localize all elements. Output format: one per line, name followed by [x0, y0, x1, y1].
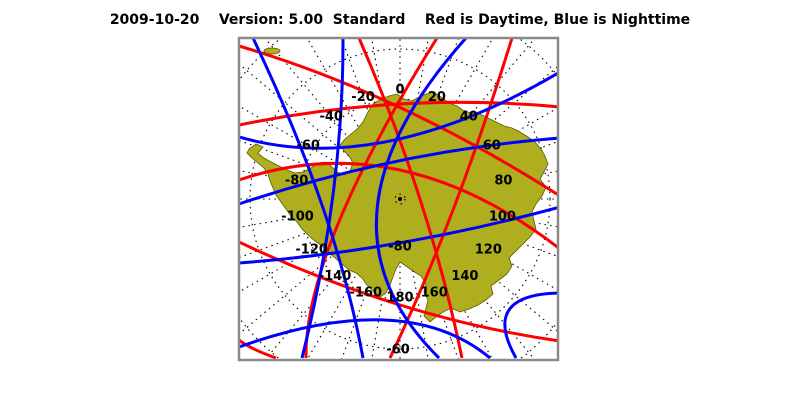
nighttime-track — [239, 205, 558, 265]
longitude-label: -140 — [319, 269, 352, 284]
longitude-label: 100 — [489, 210, 516, 225]
daytime-track — [239, 44, 558, 197]
daytime-track — [239, 100, 558, 127]
longitude-label: -120 — [295, 243, 328, 258]
nighttime-track — [239, 318, 491, 360]
latitude-label: -60 — [386, 343, 410, 358]
daytime-track — [357, 38, 464, 359]
nighttime-track — [503, 291, 558, 359]
longitude-label: 140 — [451, 269, 478, 284]
longitude-label: 60 — [483, 139, 501, 154]
longitude-label: 40 — [460, 110, 478, 125]
longitude-label: -20 — [351, 90, 375, 105]
plot-title: 2009-10-20 Version: 5.00 Standard Red is… — [109, 12, 691, 28]
satellite-tracks — [239, 38, 558, 360]
daytime-track — [239, 161, 558, 250]
longitude-label: -100 — [281, 210, 314, 225]
plot-frame — [237, 36, 560, 362]
longitude-label: 0 — [395, 83, 404, 98]
nighttime-track — [375, 38, 468, 360]
nighttime-track — [300, 38, 345, 359]
longitude-label: 180 — [386, 291, 413, 306]
longitude-label: -80 — [285, 173, 309, 188]
nighttime-track — [239, 71, 558, 150]
longitude-label: -160 — [350, 285, 383, 300]
longitude-label: -60 — [296, 139, 320, 154]
longitude-label: 80 — [494, 173, 512, 188]
daytime-track — [239, 240, 558, 343]
longitude-label: 160 — [421, 285, 448, 300]
longitude-label: 20 — [428, 90, 446, 105]
daytime-track — [239, 338, 277, 360]
longitude-label: -40 — [319, 110, 343, 125]
pole-marker — [394, 193, 406, 205]
latitude-label: -80 — [388, 240, 412, 255]
nighttime-track — [239, 136, 558, 206]
longitude-label: 120 — [475, 243, 502, 258]
